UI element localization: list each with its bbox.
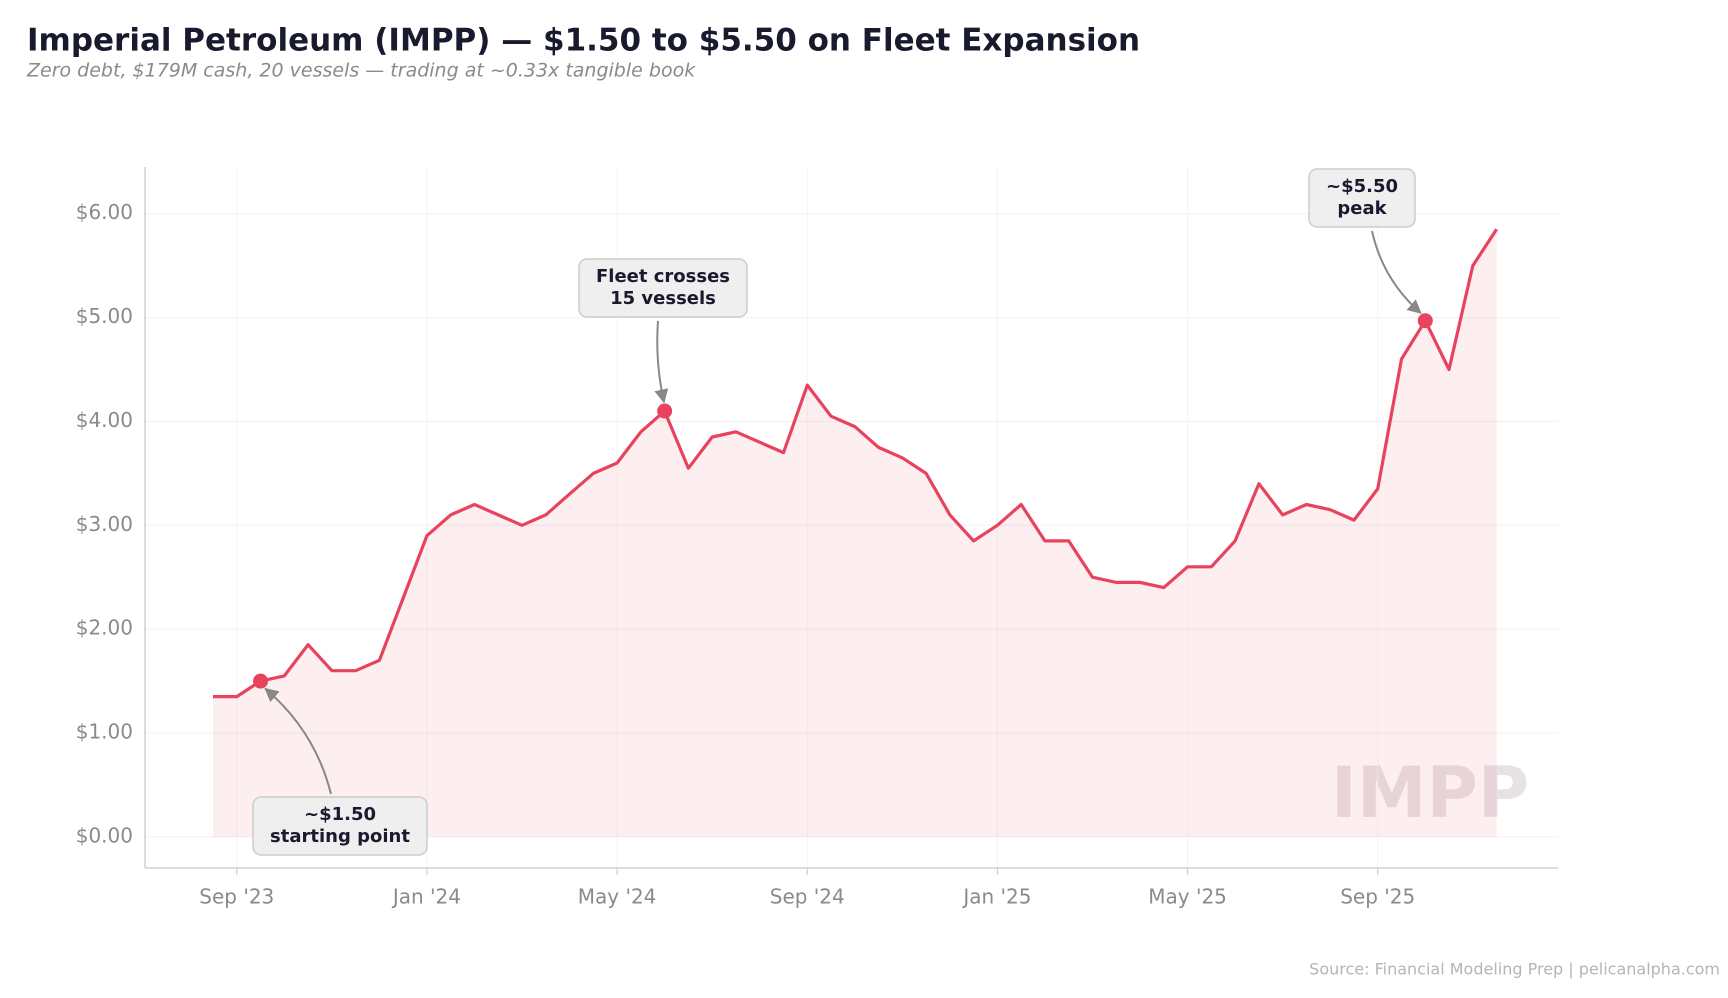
chart-subtitle: Zero debt, $179M cash, 20 vessels — trad…: [26, 60, 696, 82]
annotation-text: Fleet crosses: [596, 266, 730, 287]
y-tick-label: $1.00: [76, 719, 133, 743]
annotation-point: [253, 673, 269, 689]
annotation-box: [1308, 168, 1416, 228]
x-tick-label: Sep '23: [199, 885, 274, 909]
annotation-text: starting point: [270, 826, 410, 847]
annotation-text: 15 vessels: [610, 288, 716, 309]
annotation-text: ~$5.50: [1326, 176, 1398, 197]
y-tick-label: $4.00: [76, 408, 133, 432]
x-tick-label: May '24: [578, 885, 657, 909]
annotation-point: [657, 403, 673, 419]
annotation-box: [252, 796, 428, 856]
y-tick-label: $0.00: [76, 823, 133, 847]
y-tick-label: $3.00: [76, 512, 133, 536]
watermark: IMPP: [1331, 752, 1529, 834]
x-tick-label: May '25: [1148, 885, 1227, 909]
source-note: Source: Financial Modeling Prep | pelica…: [1309, 960, 1720, 979]
chart-title: Imperial Petroleum (IMPP) — $1.50 to $5.…: [27, 23, 1140, 59]
annotation-arrow: [654, 320, 669, 404]
y-tick-label: $5.00: [76, 304, 133, 328]
y-tick-label: $6.00: [76, 200, 133, 224]
annotation-text: peak: [1337, 198, 1387, 219]
y-tick-label: $2.00: [76, 616, 133, 640]
annotation-arrow: [1371, 230, 1422, 314]
annotation-box: [578, 258, 748, 318]
x-tick-label: Jan '25: [961, 885, 1031, 909]
x-tick-label: Sep '25: [1340, 885, 1415, 909]
price-line: [213, 228, 1498, 699]
x-tick-label: Jan '24: [391, 885, 461, 909]
annotation-text: ~$1.50: [304, 804, 376, 825]
annotation-arrow: [264, 687, 332, 795]
x-tick-label: Sep '24: [770, 885, 845, 909]
annotation-point: [1417, 313, 1433, 329]
area: [213, 229, 1497, 837]
